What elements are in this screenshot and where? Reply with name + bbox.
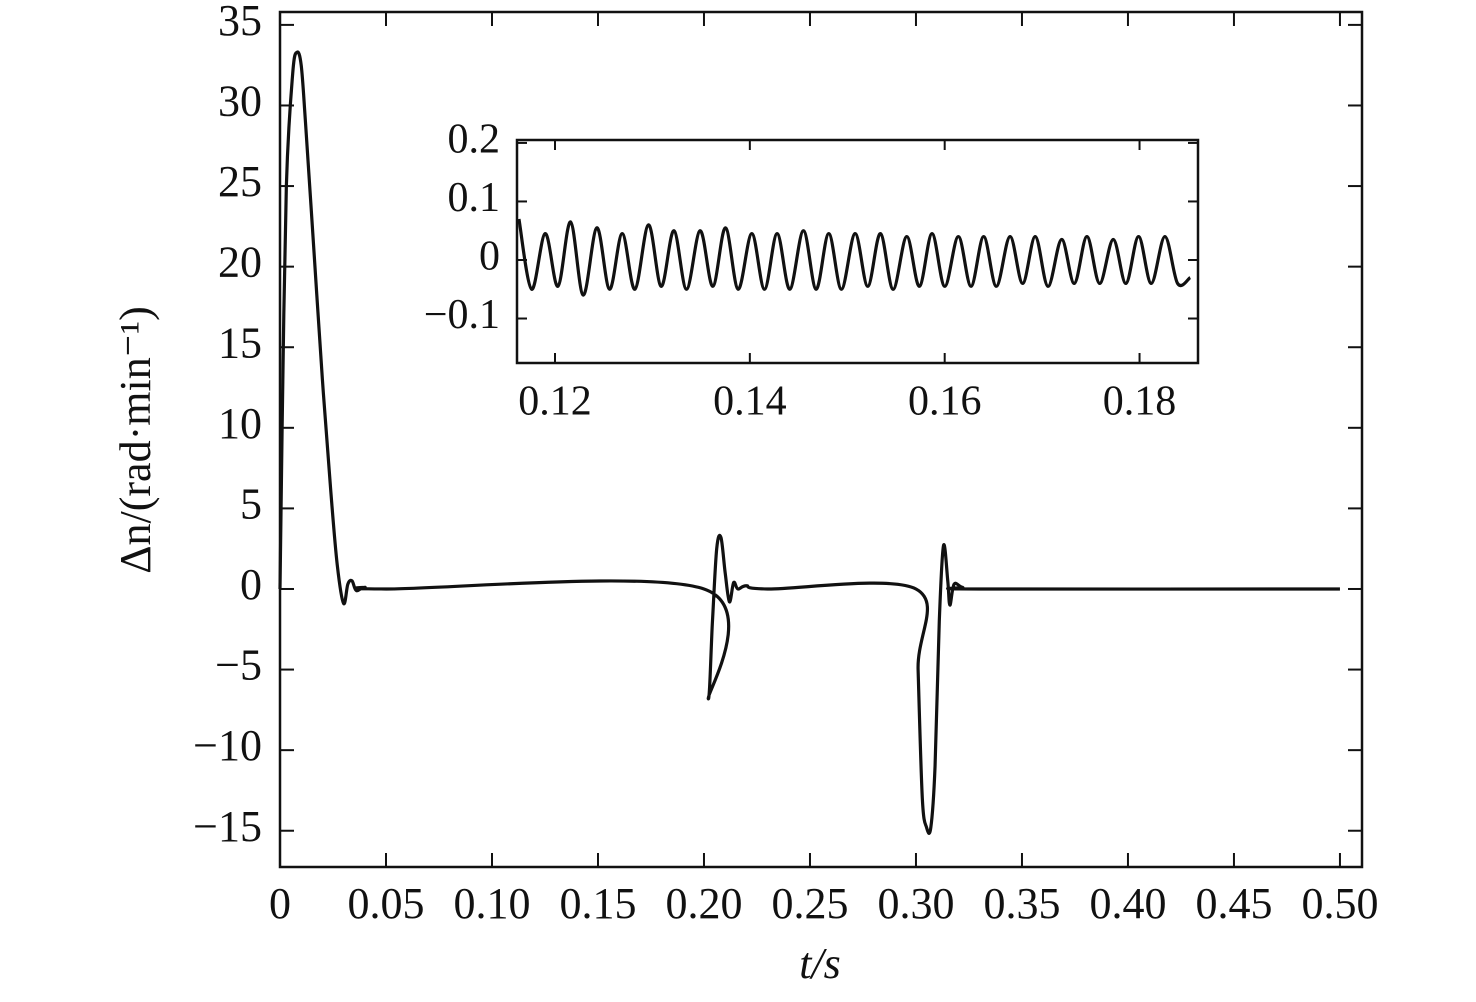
y-tick-label: 35 (218, 0, 262, 45)
y-tick-label: 0 (240, 560, 262, 609)
y-tick-label: 0 (479, 234, 500, 280)
x-tick-label: 0.40 (1089, 879, 1166, 928)
x-tick-label: 0.35 (983, 879, 1060, 928)
data-line (517, 218, 1192, 297)
y-tick-label: 30 (218, 77, 262, 126)
x-tick-label: 0.20 (665, 879, 742, 928)
x-tick-label: 0.25 (771, 879, 848, 928)
plot-frame (515, 138, 1200, 365)
y-tick-label: 5 (240, 479, 262, 528)
x-tick-label: 0.10 (453, 879, 530, 928)
x-axis-label: t/s (799, 939, 841, 988)
y-tick-label: 10 (218, 399, 262, 448)
x-tick-label: 0.15 (559, 879, 636, 928)
y-tick-label: 0.2 (448, 117, 501, 163)
x-tick-label: 0.12 (518, 379, 592, 425)
y-tick-label: 25 (218, 157, 262, 206)
y-tick-label: −15 (193, 802, 262, 851)
x-tick-label: 0.45 (1195, 879, 1272, 928)
x-tick-label: 0.05 (347, 879, 424, 928)
x-tick-label: 0.16 (908, 379, 982, 425)
y-tick-label: 15 (218, 318, 262, 367)
y-tick-label: −5 (215, 641, 262, 690)
y-tick-label: 20 (218, 238, 262, 287)
y-tick-label: −0.1 (424, 292, 500, 338)
x-tick-label: 0 (269, 879, 291, 928)
x-tick-label: 0.30 (877, 879, 954, 928)
y-axis-label: Δn/(rad·min⁻¹) (111, 306, 160, 574)
y-tick-label: 0.1 (448, 175, 501, 221)
x-tick-label: 0.18 (1103, 379, 1177, 425)
x-tick-label: 0.14 (713, 379, 787, 425)
x-tick-label: 0.50 (1301, 879, 1378, 928)
data-line (278, 50, 1340, 835)
y-tick-label: −10 (193, 721, 262, 770)
